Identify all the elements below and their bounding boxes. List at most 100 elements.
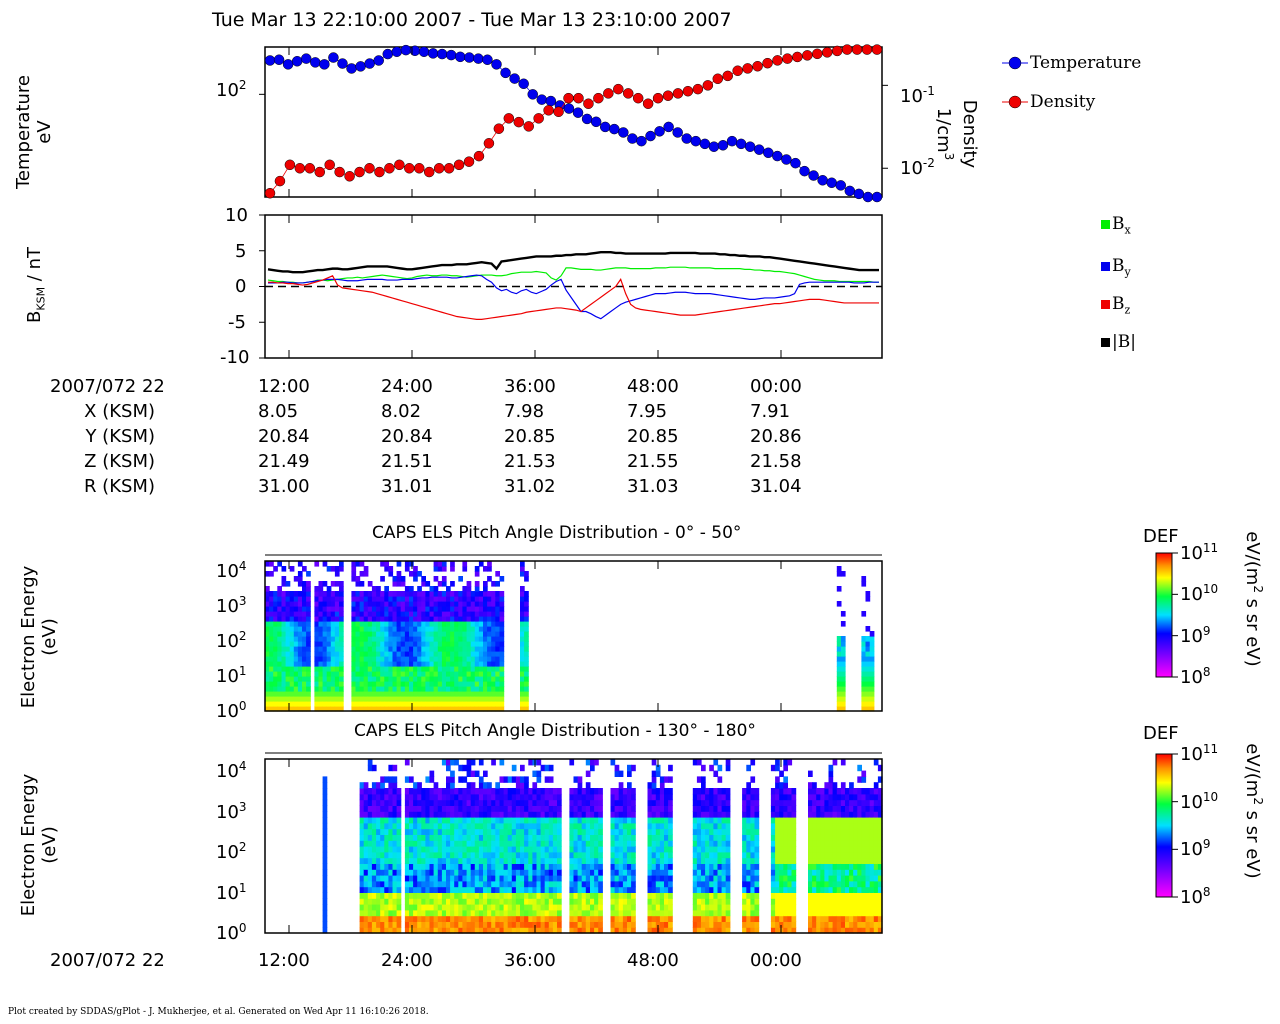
- heatmap-cell: [380, 651, 385, 657]
- heatmap-cell: [532, 782, 538, 789]
- heatmap-cell: [396, 817, 402, 824]
- heatmap-cell: [610, 834, 616, 841]
- heatmap-cell: [861, 822, 867, 830]
- heatmap-cell: [421, 661, 426, 667]
- heatmap-cell: [861, 869, 867, 876]
- heatmap-cell: [622, 799, 628, 806]
- heatmap-cell: [281, 581, 287, 587]
- heatmap-cell: [446, 811, 451, 818]
- heatmap-cell: [273, 661, 278, 667]
- heatmap-cell: [441, 661, 447, 667]
- heatmap-cell: [787, 857, 793, 864]
- data-point-temperature: [464, 52, 475, 63]
- heatmap-cell: [528, 915, 533, 922]
- heatmap-cell: [371, 691, 377, 697]
- heatmap-cell: [775, 764, 780, 772]
- heatmap-cell: [322, 651, 328, 657]
- heatmap-cell: [384, 776, 389, 783]
- heatmap-cell: [470, 696, 476, 702]
- heatmap-cell: [865, 596, 871, 602]
- heatmap-cell: [742, 869, 747, 876]
- heatmap-cell: [528, 788, 533, 795]
- heatmap-cell: [281, 671, 287, 677]
- heatmap-cell: [573, 869, 579, 876]
- heatmap-cell: [281, 686, 287, 692]
- heatmap-cell: [581, 915, 587, 922]
- heatmap-cell: [289, 641, 295, 647]
- heatmap-cell: [783, 793, 788, 801]
- heatmap-cell: [367, 636, 373, 642]
- heatmap-cell: [713, 857, 719, 864]
- heatmap-cell: [840, 915, 846, 922]
- heatmap-cell: [322, 641, 328, 647]
- heatmap-cell: [544, 880, 550, 888]
- heatmap-cell: [470, 846, 476, 853]
- heatmap-cell: [417, 681, 422, 687]
- heatmap-cell: [836, 788, 842, 795]
- heatmap-cell: [404, 611, 410, 617]
- heatmap-cell: [836, 857, 842, 864]
- heatmap-cell: [853, 880, 858, 888]
- heatmap-cell: [524, 606, 529, 612]
- heatmap-cell: [840, 817, 846, 824]
- heatmap-cell: [832, 846, 838, 853]
- heatmap-cell: [306, 706, 311, 712]
- heatmap-cell: [873, 892, 879, 899]
- heatmap-cell: [359, 921, 365, 928]
- heatmap-cell: [483, 566, 488, 572]
- heatmap-cell: [277, 671, 282, 677]
- heatmap-cell: [326, 591, 332, 597]
- heatmap-cell: [869, 666, 875, 672]
- heatmap-cell: [429, 857, 435, 864]
- heatmap-cell: [820, 851, 825, 859]
- heatmap-cell: [742, 904, 747, 911]
- heatmap-cell: [552, 805, 558, 812]
- heatmap-cell: [478, 817, 484, 824]
- heatmap-cell: [376, 788, 381, 795]
- heatmap-cell: [302, 681, 307, 687]
- heatmap-cell: [446, 666, 451, 672]
- heatmap-cell: [388, 636, 394, 642]
- heatmap-cell: [470, 646, 476, 652]
- heatmap-cell: [614, 909, 620, 917]
- heatmap-cell: [832, 886, 838, 893]
- heatmap-cell: [339, 591, 344, 597]
- heatmap-cell: [692, 869, 698, 876]
- heatmap-cell: [483, 788, 488, 795]
- heatmap-cell: [770, 875, 776, 882]
- heatmap-cell: [376, 799, 381, 806]
- heatmap-cell: [371, 631, 377, 637]
- heatmap-cell: [388, 764, 394, 772]
- heatmap-cell: [717, 776, 723, 783]
- heatmap-cell: [655, 880, 661, 888]
- heatmap-cell: [491, 596, 496, 602]
- heatmap-cell: [478, 696, 484, 702]
- heatmap-cell: [869, 805, 875, 812]
- heatmap-cell: [585, 863, 591, 870]
- heatmap-cell: [536, 863, 542, 870]
- heatmap-cell: [446, 706, 451, 712]
- heatmap-cell: [483, 921, 488, 928]
- heatmap-cell: [483, 626, 488, 632]
- ephemeris-value: 21.51: [381, 451, 433, 472]
- heatmap-cell: [524, 571, 529, 577]
- heatmap-cell: [462, 834, 468, 841]
- heatmap-cell: [371, 696, 377, 702]
- heatmap-cell: [409, 626, 414, 632]
- heatmap-cell: [581, 846, 587, 853]
- heatmap-cell: [417, 811, 422, 818]
- heatmap-cell: [573, 927, 579, 934]
- heatmap-cell: [869, 691, 875, 697]
- heatmap-cell: [487, 811, 492, 818]
- heatmap-cell: [392, 840, 398, 847]
- heatmap-cell: [450, 696, 455, 702]
- heatmap-cell: [705, 840, 710, 847]
- heatmap-cell: [581, 886, 587, 893]
- heatmap-cell: [462, 566, 468, 572]
- heatmap-cell: [824, 909, 830, 917]
- data-point-density: [821, 47, 833, 58]
- heatmap-cell: [446, 621, 451, 627]
- heatmap-cell: [487, 656, 492, 662]
- heatmap-cell: [334, 666, 340, 672]
- heatmap-cell: [857, 805, 862, 812]
